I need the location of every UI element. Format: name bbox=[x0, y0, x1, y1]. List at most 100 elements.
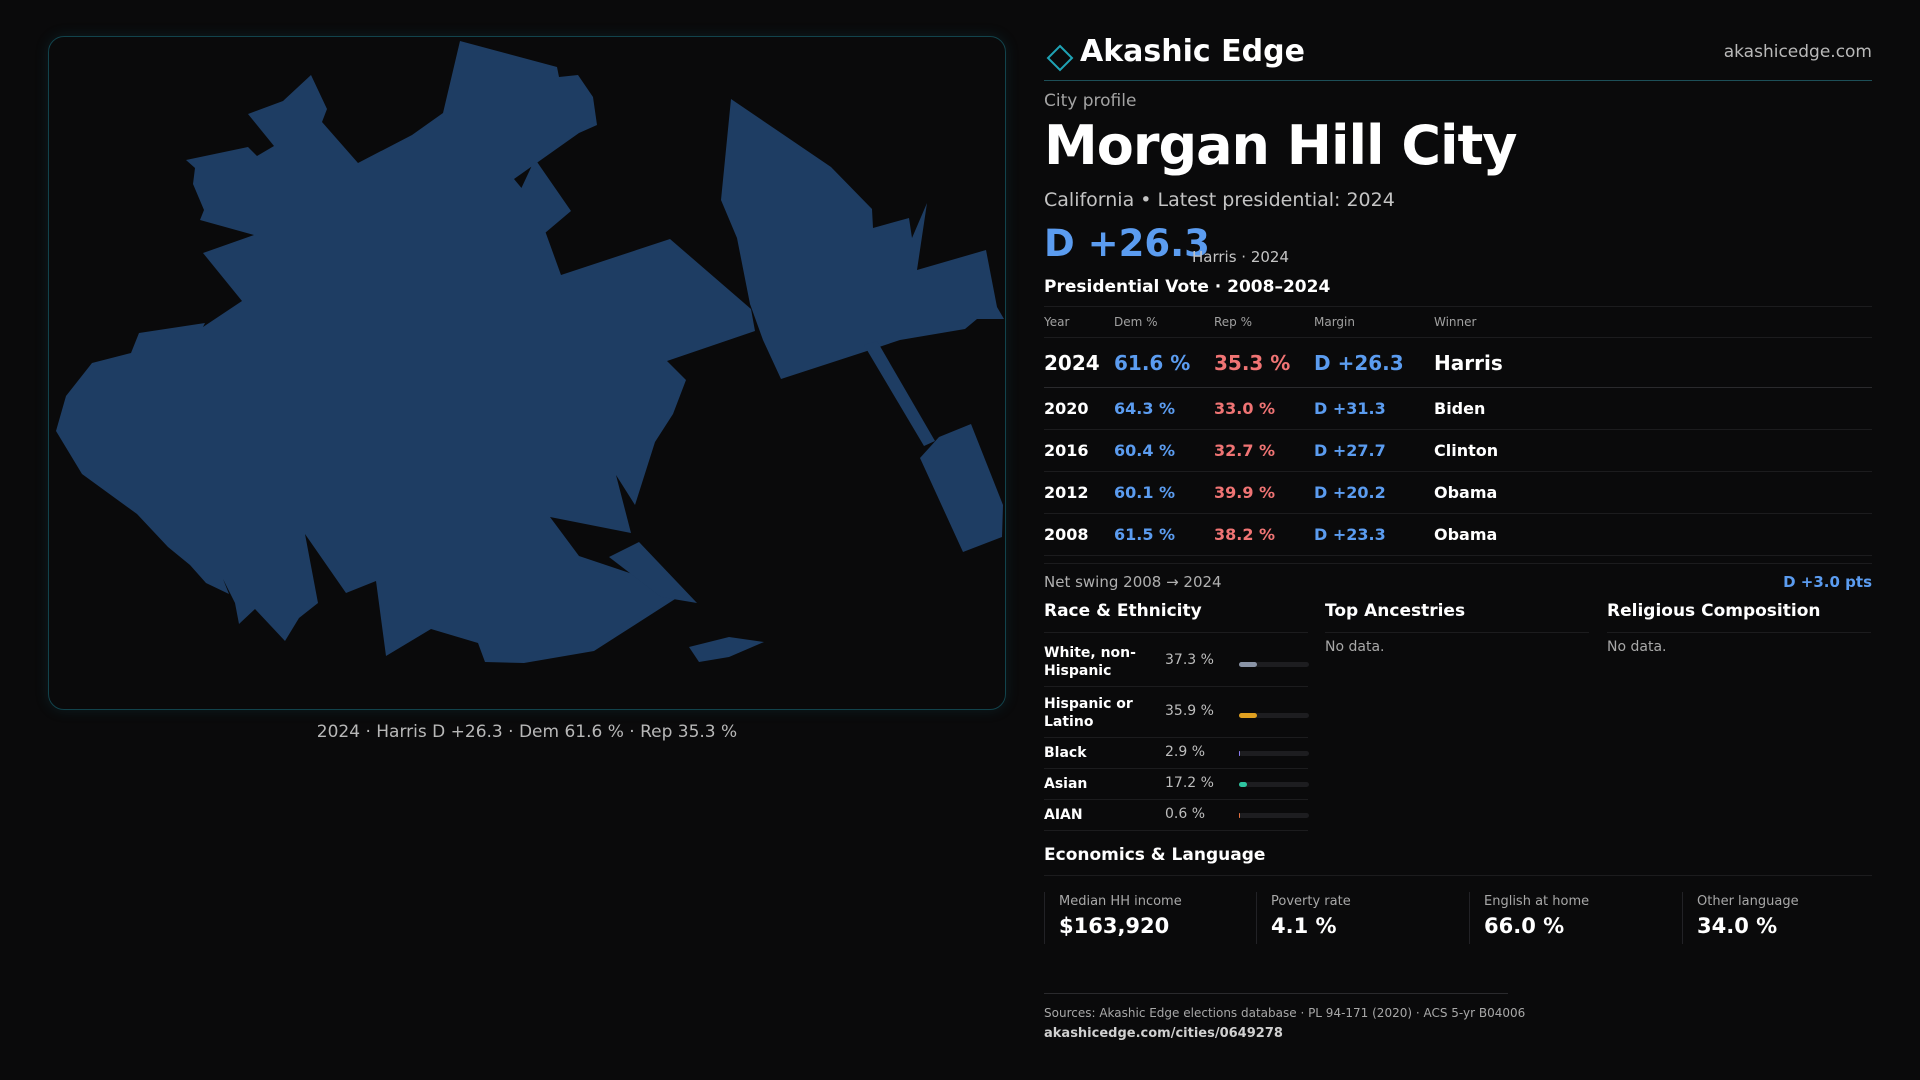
city-boundary-map bbox=[56, 41, 1004, 663]
race-list: White, non-Hispanic 37.3 % Hispanic or L… bbox=[1044, 636, 1309, 831]
race-name: Hispanic or Latino bbox=[1044, 696, 1133, 730]
row-winner: Obama bbox=[1434, 513, 1872, 556]
race-pct: 35.9 % bbox=[1165, 703, 1214, 719]
race-bar-fill bbox=[1239, 751, 1241, 756]
table-row: 2024 61.6 % 35.3 % D +26.3 Harris bbox=[1044, 337, 1872, 388]
religion-section-title: Religious Composition bbox=[1607, 601, 1871, 633]
brand-header: Akashic Edge akashicedge.com bbox=[1044, 30, 1872, 81]
economics-section-title: Economics & Language bbox=[1044, 845, 1872, 876]
page-title: Morgan Hill City bbox=[1044, 114, 1517, 177]
col-rep: Rep % bbox=[1214, 306, 1314, 338]
table-row: 2012 60.1 % 39.9 % D +20.2 Obama bbox=[1044, 471, 1872, 514]
race-bar bbox=[1239, 813, 1309, 818]
headline-margin: D +26.3 bbox=[1044, 222, 1210, 265]
city-boundary-shape bbox=[56, 41, 1004, 663]
stat-label: Median HH income bbox=[1059, 894, 1182, 909]
race-name: AIAN bbox=[1044, 807, 1083, 823]
diamond-logo-icon bbox=[1046, 44, 1074, 72]
ancestries-section-title: Top Ancestries bbox=[1325, 601, 1589, 633]
race-name: White, non-Hispanic bbox=[1044, 645, 1136, 679]
brand-url-link[interactable]: akashicedge.com bbox=[1723, 42, 1872, 62]
race-row: White, non-Hispanic 37.3 % bbox=[1044, 636, 1309, 687]
table-row: 2008 61.5 % 38.2 % D +23.3 Obama bbox=[1044, 513, 1872, 556]
row-margin: D +26.3 bbox=[1314, 337, 1434, 388]
stat-poverty-rate: Poverty rate 4.1 % bbox=[1256, 892, 1449, 944]
race-pct: 2.9 % bbox=[1165, 744, 1206, 760]
row-dem: 61.5 % bbox=[1114, 513, 1214, 556]
map-caption: 2024 · Harris D +26.3 · Dem 61.6 % · Rep… bbox=[316, 722, 738, 742]
city-map-panel[interactable] bbox=[48, 36, 1006, 710]
row-rep: 39.9 % bbox=[1214, 471, 1314, 514]
stat-value: 66.0 % bbox=[1484, 914, 1565, 938]
race-bar bbox=[1239, 713, 1309, 718]
row-dem: 60.1 % bbox=[1114, 471, 1214, 514]
col-dem: Dem % bbox=[1114, 306, 1214, 338]
col-margin: Margin bbox=[1314, 306, 1434, 338]
race-section-title: Race & Ethnicity bbox=[1044, 601, 1308, 633]
row-rep: 38.2 % bbox=[1214, 513, 1314, 556]
row-margin: D +23.3 bbox=[1314, 513, 1434, 556]
row-margin: D +31.3 bbox=[1314, 387, 1434, 430]
race-bar-fill bbox=[1239, 782, 1248, 787]
race-pct: 37.3 % bbox=[1165, 652, 1214, 668]
vote-table-header: Year Dem % Rep % Margin Winner bbox=[1044, 306, 1872, 338]
headline-note: Harris · 2024 bbox=[1192, 248, 1290, 266]
row-year: 2016 bbox=[1044, 429, 1114, 472]
race-bar bbox=[1239, 751, 1309, 756]
row-margin: D +27.7 bbox=[1314, 429, 1434, 472]
row-year: 2020 bbox=[1044, 387, 1114, 430]
row-margin: D +20.2 bbox=[1314, 471, 1434, 514]
footer: Sources: Akashic Edge elections database… bbox=[1044, 993, 1525, 1041]
row-dem: 61.6 % bbox=[1114, 337, 1214, 388]
race-row: Asian 17.2 % bbox=[1044, 769, 1309, 800]
row-rep: 32.7 % bbox=[1214, 429, 1314, 472]
page-subtitle: California • Latest presidential: 2024 bbox=[1044, 189, 1395, 211]
stat-value: 34.0 % bbox=[1697, 914, 1778, 938]
vote-section-title: Presidential Vote · 2008–2024 bbox=[1044, 277, 1331, 297]
ancestries-empty: No data. bbox=[1325, 639, 1385, 655]
stat-label: English at home bbox=[1484, 894, 1590, 909]
row-dem: 64.3 % bbox=[1114, 387, 1214, 430]
net-swing-label: Net swing 2008 → 2024 bbox=[1044, 573, 1222, 591]
table-row: 2020 64.3 % 33.0 % D +31.3 Biden bbox=[1044, 387, 1872, 430]
row-year: 2008 bbox=[1044, 513, 1114, 556]
race-bar bbox=[1239, 662, 1309, 667]
city-url-link[interactable]: akashicedge.com/cities/0649278 bbox=[1044, 1026, 1283, 1041]
row-winner: Obama bbox=[1434, 471, 1872, 514]
net-swing-row: Net swing 2008 → 2024 D +3.0 pts bbox=[1044, 563, 1872, 600]
stat-other-language: Other language 34.0 % bbox=[1682, 892, 1875, 944]
race-row: Hispanic or Latino 35.9 % bbox=[1044, 687, 1309, 738]
race-bar-fill bbox=[1239, 813, 1241, 818]
row-winner: Clinton bbox=[1434, 429, 1872, 472]
row-year: 2012 bbox=[1044, 471, 1114, 514]
stat-median-income: Median HH income $163,920 bbox=[1044, 892, 1237, 944]
net-swing-value: D +3.0 pts bbox=[1783, 573, 1872, 591]
race-bar-fill bbox=[1239, 662, 1258, 667]
sources-text: Sources: Akashic Edge elections database… bbox=[1044, 1006, 1526, 1020]
race-bar bbox=[1239, 782, 1309, 787]
brand-name[interactable]: Akashic Edge bbox=[1080, 34, 1305, 69]
race-pct: 0.6 % bbox=[1165, 806, 1206, 822]
stat-label: Poverty rate bbox=[1271, 894, 1351, 909]
religion-empty: No data. bbox=[1607, 639, 1667, 655]
race-name: Black bbox=[1044, 745, 1087, 761]
race-row: AIAN 0.6 % bbox=[1044, 800, 1309, 831]
col-year: Year bbox=[1044, 306, 1114, 338]
col-winner: Winner bbox=[1434, 306, 1872, 338]
race-pct: 17.2 % bbox=[1165, 775, 1214, 791]
vote-table: Year Dem % Rep % Margin Winner 2024 61.6… bbox=[1044, 306, 1872, 556]
stat-value: $163,920 bbox=[1059, 914, 1170, 938]
row-rep: 33.0 % bbox=[1214, 387, 1314, 430]
race-name: Asian bbox=[1044, 776, 1088, 792]
row-dem: 60.4 % bbox=[1114, 429, 1214, 472]
profile-eyebrow: City profile bbox=[1044, 91, 1137, 111]
table-row: 2016 60.4 % 32.7 % D +27.7 Clinton bbox=[1044, 429, 1872, 472]
row-year: 2024 bbox=[1044, 337, 1114, 388]
row-rep: 35.3 % bbox=[1214, 337, 1314, 388]
stat-english-at-home: English at home 66.0 % bbox=[1469, 892, 1662, 944]
row-winner: Biden bbox=[1434, 387, 1872, 430]
row-winner: Harris bbox=[1434, 337, 1872, 388]
race-bar-fill bbox=[1239, 713, 1257, 718]
race-row: Black 2.9 % bbox=[1044, 738, 1309, 769]
stat-value: 4.1 % bbox=[1271, 914, 1337, 938]
